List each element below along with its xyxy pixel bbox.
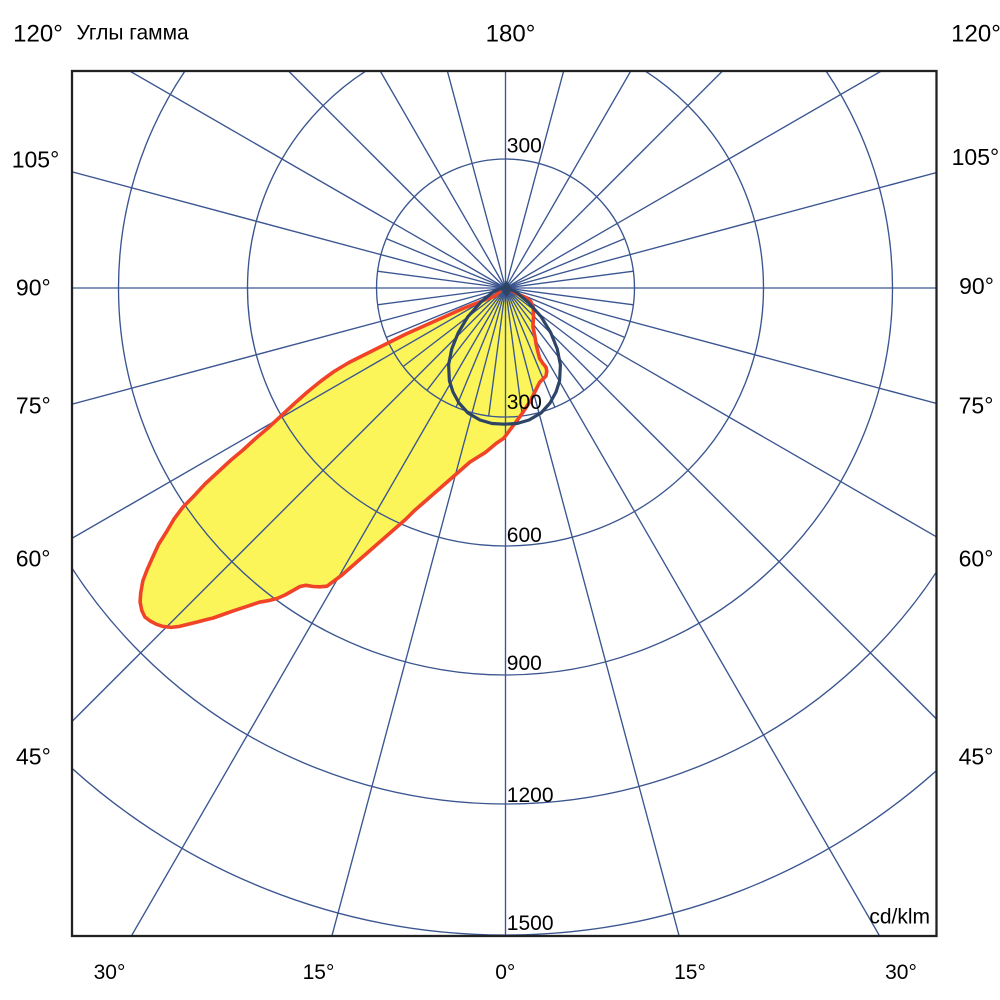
svg-text:105°: 105° [12, 147, 60, 173]
svg-text:15°: 15° [674, 961, 706, 984]
svg-text:600: 600 [507, 524, 542, 547]
svg-text:90°: 90° [959, 273, 994, 299]
svg-text:75°: 75° [959, 392, 994, 418]
svg-text:120°: 120° [951, 21, 1000, 48]
svg-text:900: 900 [507, 652, 542, 675]
svg-text:30°: 30° [94, 961, 126, 984]
svg-text:75°: 75° [16, 392, 51, 418]
svg-text:1500: 1500 [507, 912, 554, 935]
svg-text:180°: 180° [486, 21, 536, 48]
svg-text:0°: 0° [495, 961, 515, 984]
svg-text:Углы гамма: Углы гамма [77, 22, 190, 45]
svg-text:300: 300 [507, 391, 542, 414]
svg-text:45°: 45° [16, 743, 51, 769]
svg-text:30°: 30° [885, 961, 917, 984]
svg-text:60°: 60° [16, 545, 51, 571]
svg-text:105°: 105° [952, 144, 1000, 170]
svg-text:60°: 60° [959, 545, 994, 571]
svg-text:120°: 120° [13, 21, 63, 48]
svg-text:45°: 45° [959, 743, 994, 769]
svg-text:90°: 90° [16, 275, 51, 301]
svg-text:cd/klm: cd/klm [869, 906, 930, 929]
svg-text:300: 300 [507, 135, 542, 158]
svg-text:15°: 15° [303, 961, 335, 984]
svg-text:1200: 1200 [507, 784, 554, 807]
